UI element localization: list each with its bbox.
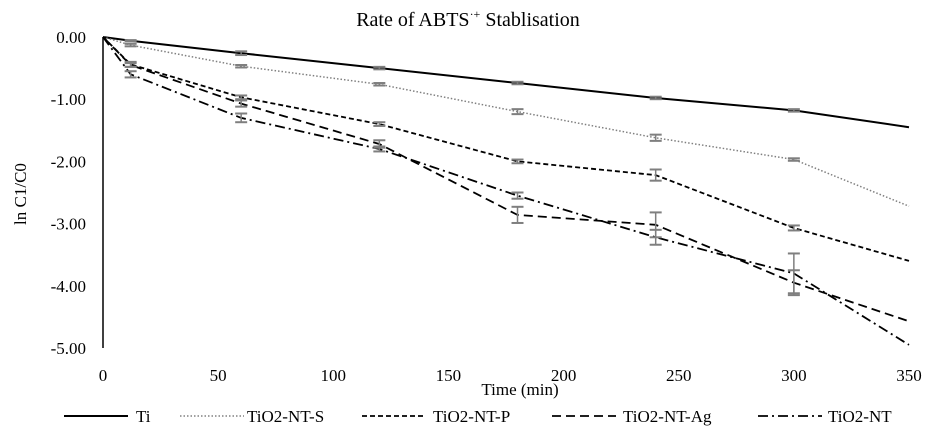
y-tick-label: -4.00 bbox=[51, 277, 86, 296]
y-tick-label: 0.00 bbox=[56, 28, 86, 47]
error-bar bbox=[124, 62, 137, 68]
series-line-tio2-nt bbox=[102, 36, 910, 346]
error-bar bbox=[511, 80, 524, 86]
error-bar bbox=[373, 82, 386, 87]
legend: Ti TiO2-NT-S TiO2-NT-P TiO2-NT-Ag TiO2-NT bbox=[64, 407, 892, 426]
error-bar bbox=[787, 252, 800, 295]
chart-title: Rate of ABTS·+ Stablisation bbox=[356, 7, 580, 31]
error-bar bbox=[787, 157, 800, 162]
y-tick-label: -5.00 bbox=[51, 339, 86, 358]
y-tick-label: -1.00 bbox=[51, 90, 86, 109]
series-line-tio2-nt-p bbox=[102, 36, 910, 262]
error-bar bbox=[649, 168, 662, 182]
error-bar bbox=[235, 94, 248, 101]
error-bar bbox=[124, 42, 137, 48]
x-tick-label: 250 bbox=[666, 366, 692, 385]
legend-label: TiO2-NT-P bbox=[433, 407, 510, 426]
error-bar bbox=[511, 191, 524, 200]
x-tick-label: 0 bbox=[99, 366, 108, 385]
legend-label: TiO2-NT-Ag bbox=[623, 407, 712, 426]
y-tick-label: -2.00 bbox=[51, 152, 86, 171]
series-layer bbox=[102, 36, 910, 346]
series-line-tio2-nt-ag bbox=[102, 36, 910, 323]
series-line-tio2-nt-s bbox=[102, 36, 910, 207]
series-line-ti bbox=[102, 36, 910, 129]
x-tick-label: 300 bbox=[781, 366, 807, 385]
error-bar bbox=[235, 99, 248, 108]
x-tick-label: 50 bbox=[210, 366, 227, 385]
error-bar bbox=[373, 121, 386, 127]
legend-item: TiO2-NT-S bbox=[180, 407, 324, 426]
error-bar bbox=[787, 224, 800, 232]
error-bar bbox=[373, 145, 386, 153]
x-tick-label: 350 bbox=[896, 366, 922, 385]
axes: 0.00 -1.00 -2.00 -3.00 -4.00 -5.00 0 50 100 150 20… bbox=[51, 28, 922, 385]
y-axis-label: ln C1/C0 bbox=[11, 163, 30, 225]
legend-label: Ti bbox=[136, 407, 151, 426]
x-tick-label: 200 bbox=[551, 366, 577, 385]
error-bar bbox=[511, 108, 524, 116]
error-bar bbox=[649, 95, 662, 101]
error-bar bbox=[649, 133, 662, 142]
legend-item: TiO2-NT-P bbox=[362, 407, 510, 426]
legend-item: TiO2-NT-Ag bbox=[552, 407, 712, 426]
legend-label: TiO2-NT bbox=[828, 407, 892, 426]
error-bar bbox=[649, 228, 662, 246]
legend-label: TiO2-NT-S bbox=[247, 407, 324, 426]
x-tick-label: 150 bbox=[436, 366, 462, 385]
error-bar bbox=[373, 65, 386, 71]
error-bar bbox=[235, 112, 248, 124]
error-bar bbox=[787, 108, 800, 113]
error-bar bbox=[124, 70, 137, 79]
x-axis-label: Time (min) bbox=[481, 380, 558, 399]
legend-item: TiO2-NT bbox=[758, 407, 892, 426]
x-tick-label: 100 bbox=[321, 366, 347, 385]
legend-item: Ti bbox=[64, 407, 151, 426]
error-bars bbox=[124, 39, 800, 297]
error-bar bbox=[235, 63, 248, 69]
y-tick-label: -3.00 bbox=[51, 215, 86, 234]
error-bar bbox=[511, 205, 524, 224]
error-bar bbox=[511, 158, 524, 165]
error-bar bbox=[124, 39, 137, 43]
error-bar bbox=[235, 50, 248, 57]
